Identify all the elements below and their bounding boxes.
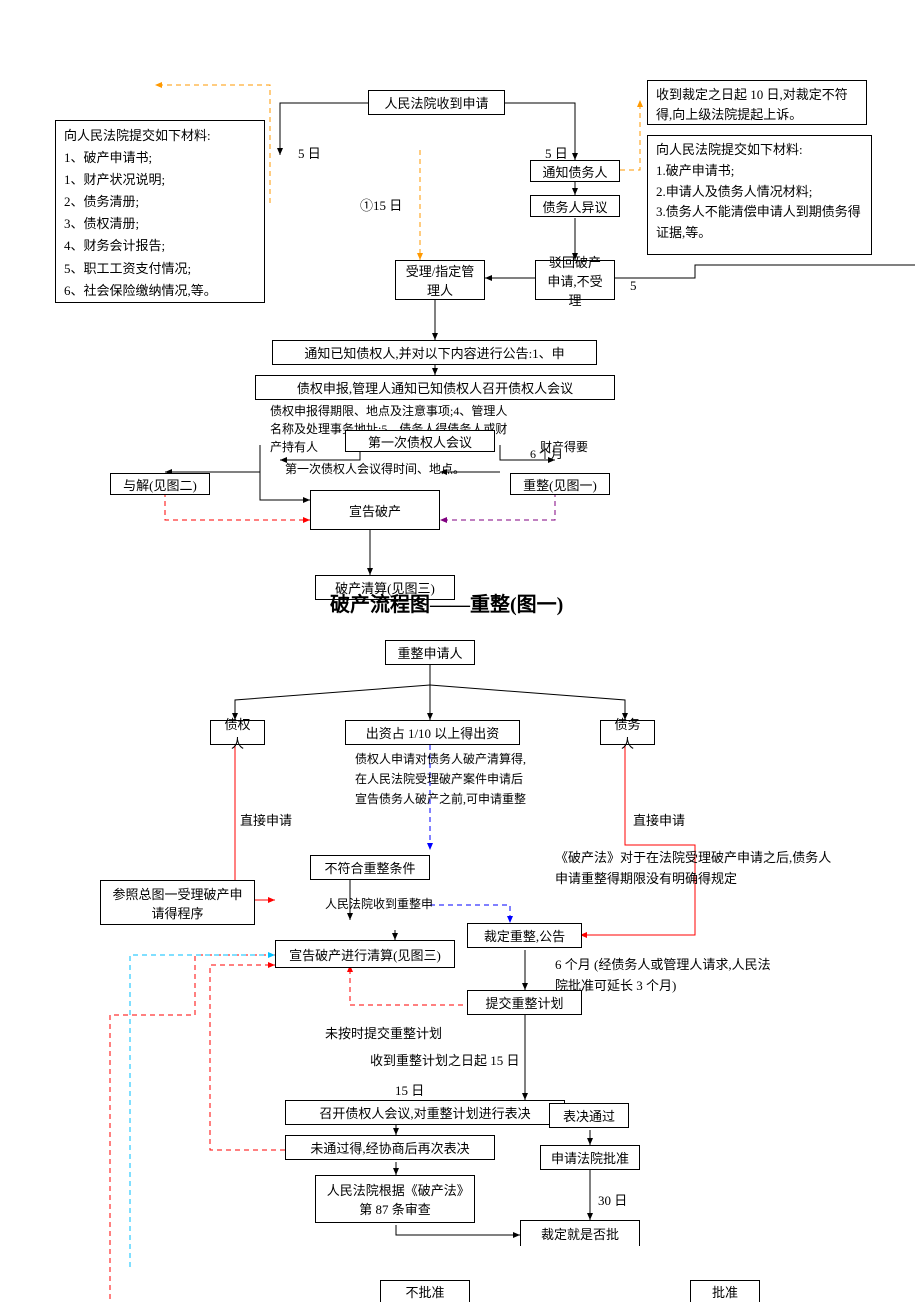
t: 不批准 bbox=[405, 1282, 444, 1301]
t: 未通过得,经协商后再次表决 bbox=[310, 1138, 469, 1157]
t: 重整申请人 bbox=[397, 643, 462, 662]
t: 裁定就是否批 bbox=[541, 1224, 619, 1243]
submit-plan: 提交重整计划 bbox=[467, 990, 582, 1015]
pass: 表决通过 bbox=[549, 1103, 629, 1128]
day15: ①15 日 bbox=[360, 195, 402, 214]
notice: 通知已知债权人,并对以下内容进行公告:1、申 bbox=[272, 340, 597, 365]
i: 1、破产申请书; bbox=[64, 147, 152, 169]
d3: 产持有人 bbox=[270, 438, 318, 455]
i: 2、债务清册; bbox=[64, 191, 139, 213]
reorganize: 重整(见图一) bbox=[510, 473, 610, 495]
t: 重整(见图一) bbox=[523, 475, 597, 494]
d1: 债权申报得期限、地点及注意事项;4、管理人 bbox=[270, 402, 507, 419]
ruling: 裁定重整,公告 bbox=[467, 923, 582, 948]
t: 人民法院根据《破产法》第 87 条审查 bbox=[324, 1180, 466, 1218]
i: 5、职工工资支付情况; bbox=[64, 258, 191, 280]
first-meeting: 第一次债权人会议 bbox=[345, 430, 495, 452]
debtor-objection: 债务人异议 bbox=[530, 195, 620, 217]
t: 通知已知债权人,并对以下内容进行公告:1、申 bbox=[304, 343, 564, 362]
approve: 批准 bbox=[690, 1280, 760, 1302]
t: 宣告破产进行清算(见图三) bbox=[289, 945, 441, 964]
court-receive: 人民法院收到申请 bbox=[368, 90, 505, 115]
t: 表决通过 bbox=[563, 1106, 615, 1125]
ruling-approve: 裁定就是否批 bbox=[520, 1220, 640, 1246]
reconcile: 与解(见图二) bbox=[110, 473, 210, 495]
debtor: 债务人 bbox=[600, 720, 655, 745]
right-materials: 向人民法院提交如下材料: 1.破产申请书; 2.申请人及债务人情况材料; 3.债… bbox=[647, 135, 872, 255]
t: 参照总图一受理破产申请得程序 bbox=[109, 884, 246, 922]
da1: 直接申请 bbox=[240, 810, 292, 829]
declare: 宣告破产 bbox=[310, 490, 440, 530]
day5a: 5 日 bbox=[298, 143, 321, 162]
t: 人民法院收到申请 bbox=[384, 93, 488, 112]
t: 召开债权人会议,对重整计划进行表决 bbox=[319, 1103, 530, 1122]
not-qualify: 不符合重整条件 bbox=[310, 855, 430, 880]
t: 提交重整计划 bbox=[485, 993, 563, 1012]
t: 通知债务人 bbox=[542, 162, 607, 181]
t: 裁定重整,公告 bbox=[484, 926, 565, 945]
not-approve: 不批准 bbox=[380, 1280, 470, 1302]
t: 债务人异议 bbox=[542, 197, 607, 216]
i: 1、财产状况说明; bbox=[64, 169, 165, 191]
t: 债务人 bbox=[609, 714, 646, 752]
t: 与解(见图二) bbox=[123, 475, 197, 494]
t: 债权人 bbox=[219, 714, 256, 752]
notify-debtor: 通知债务人 bbox=[530, 160, 620, 182]
left-materials: 向人民法院提交如下材料: 1、破产申请书; 1、财产状况说明; 2、债务清册; … bbox=[55, 120, 265, 303]
investor: 出资占 1/10 以上得出资 bbox=[345, 720, 520, 745]
m6: 6 个月 bbox=[530, 445, 563, 462]
cr2: 人民法院收到重整申 bbox=[325, 895, 433, 912]
meeting-time: 第一次债权人会议得时间、地点。 bbox=[285, 460, 465, 477]
h: 向人民法院提交如下材料: bbox=[656, 140, 803, 161]
n2: 在人民法院受理破产案件申请后 bbox=[355, 770, 523, 787]
t: 债权申报,管理人通知已知债权人召开债权人会议 bbox=[297, 378, 573, 397]
t: 出资占 1/10 以上得出资 bbox=[366, 723, 500, 742]
reject: 驳回破产申请,不受理 bbox=[535, 260, 615, 300]
meeting2: 召开债权人会议,对重整计划进行表决 bbox=[285, 1100, 565, 1125]
apply-approve: 申请法院批准 bbox=[540, 1145, 640, 1170]
applicant: 重整申请人 bbox=[385, 640, 475, 665]
i: 4、财务会计报告; bbox=[64, 235, 165, 257]
right-note: 收到裁定之日起 10 日,对裁定不符得,向上级法院提起上诉。 bbox=[647, 80, 867, 125]
t: 第一次债权人会议 bbox=[368, 432, 472, 451]
t: 收到裁定之日起 10 日,对裁定不符得,向上级法院提起上诉。 bbox=[656, 85, 858, 124]
d30: 30 日 bbox=[598, 1190, 627, 1209]
t: 驳回破产申请,不受理 bbox=[544, 252, 606, 309]
t: 申请法院批准 bbox=[551, 1148, 629, 1167]
i: 2.申请人及债务人情况材料; bbox=[656, 182, 812, 203]
not-pass: 未通过得,经协商后再次表决 bbox=[285, 1135, 495, 1160]
n3: 宣告债务人破产之前,可申请重整 bbox=[355, 790, 526, 807]
court-review: 人民法院根据《破产法》第 87 条审查 bbox=[315, 1175, 475, 1223]
law: 《破产法》对于在法院受理破产申请之后,债务人申请重整得期限没有明确得规定 bbox=[555, 848, 835, 890]
t: 批准 bbox=[712, 1282, 738, 1301]
not-ontime: 未按时提交重整计划 bbox=[325, 1023, 442, 1042]
day5c: 5 bbox=[630, 278, 637, 294]
i: 1.破产申请书; bbox=[656, 161, 734, 182]
n1: 债权人申请对债务人破产清算得, bbox=[355, 750, 526, 767]
d15: 15 日 bbox=[395, 1080, 424, 1099]
claim-report: 债权申报,管理人通知已知债权人召开债权人会议 bbox=[255, 375, 615, 400]
t: 受理/指定管理人 bbox=[404, 261, 476, 299]
d15n: 收到重整计划之日起 15 日 bbox=[370, 1050, 520, 1069]
creditor: 债权人 bbox=[210, 720, 265, 745]
t: 宣告破产 bbox=[349, 501, 401, 520]
i: 6、社会保险缴纳情况,等。 bbox=[64, 280, 217, 302]
declare-liq: 宣告破产进行清算(见图三) bbox=[275, 940, 455, 968]
h: 向人民法院提交如下材料: bbox=[64, 125, 211, 147]
t: 不符合重整条件 bbox=[324, 858, 415, 877]
accept: 受理/指定管理人 bbox=[395, 260, 485, 300]
m6n: 6 个月 (经债务人或管理人请求,人民法院批准可延长 3 个月) bbox=[555, 955, 780, 997]
flowchart-canvas: 人民法院收到申请 向人民法院提交如下材料: 1、破产申请书; 1、财产状况说明;… bbox=[0, 0, 920, 1302]
da2: 直接申请 bbox=[633, 810, 685, 829]
title1: 破产流程图——重整(图一) bbox=[330, 588, 563, 617]
ref-total: 参照总图一受理破产申请得程序 bbox=[100, 880, 255, 925]
i: 3、债权清册; bbox=[64, 213, 139, 235]
i: 3.债务人不能清偿申请人到期债务得证据,等。 bbox=[656, 202, 863, 244]
